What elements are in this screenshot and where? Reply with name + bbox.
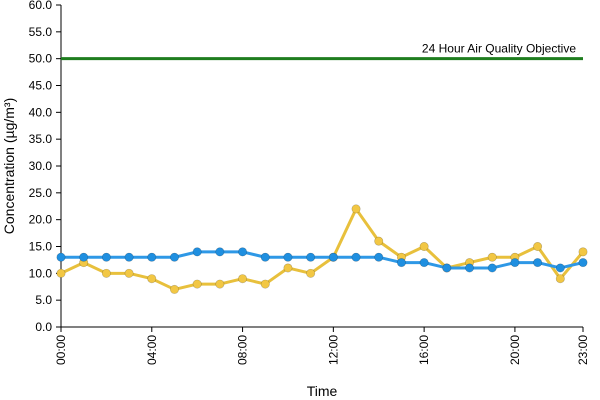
data-point bbox=[578, 247, 588, 257]
y-tick-label: 55.0 bbox=[29, 25, 53, 39]
data-point bbox=[169, 284, 179, 294]
data-point bbox=[374, 252, 384, 262]
data-point bbox=[351, 204, 361, 214]
x-axis-title: Time bbox=[307, 383, 338, 399]
data-point bbox=[56, 268, 66, 278]
data-point bbox=[306, 252, 316, 262]
data-point bbox=[510, 258, 520, 268]
y-tick-label: 40.0 bbox=[29, 105, 53, 119]
data-point bbox=[283, 252, 293, 262]
series-group bbox=[56, 204, 588, 294]
data-point bbox=[260, 279, 270, 289]
data-point bbox=[578, 258, 588, 268]
y-tick-label: 5.0 bbox=[35, 293, 52, 307]
series-line bbox=[60, 207, 585, 291]
data-point bbox=[169, 252, 179, 262]
data-point bbox=[419, 258, 429, 268]
data-point bbox=[306, 268, 316, 278]
x-tick-label: 23:00 bbox=[576, 335, 590, 365]
data-point bbox=[283, 263, 293, 273]
y-tick-label: 60.0 bbox=[29, 0, 53, 12]
data-point bbox=[533, 258, 543, 268]
data-point bbox=[487, 252, 497, 262]
data-point bbox=[101, 268, 111, 278]
y-tick-label: 10.0 bbox=[29, 266, 53, 280]
y-tick-label: 35.0 bbox=[29, 132, 53, 146]
y-tick-label: 25.0 bbox=[29, 186, 53, 200]
data-point bbox=[147, 274, 157, 284]
y-tick-label: 30.0 bbox=[29, 159, 53, 173]
data-point bbox=[238, 274, 248, 284]
x-tick-label: 08:00 bbox=[236, 335, 250, 365]
y-tick-label: 15.0 bbox=[29, 240, 53, 254]
y-tick-label: 20.0 bbox=[29, 213, 53, 227]
y-tick-label: 0.0 bbox=[35, 320, 52, 334]
data-point bbox=[487, 263, 497, 273]
data-point bbox=[260, 252, 270, 262]
data-point bbox=[465, 263, 475, 273]
series-1 bbox=[56, 247, 588, 273]
x-tick-label: 12:00 bbox=[326, 335, 340, 365]
data-point bbox=[124, 252, 134, 262]
data-point bbox=[192, 247, 202, 257]
x-tick-label: 16:00 bbox=[417, 335, 431, 365]
y-tick-label: 50.0 bbox=[29, 52, 53, 66]
data-point bbox=[419, 242, 429, 252]
data-point bbox=[328, 252, 338, 262]
data-point bbox=[124, 268, 134, 278]
data-point bbox=[442, 263, 452, 273]
data-point bbox=[79, 252, 89, 262]
data-point bbox=[533, 242, 543, 252]
reference-line-group: 24 Hour Air Quality Objective bbox=[61, 42, 583, 61]
data-point bbox=[192, 279, 202, 289]
data-point bbox=[351, 252, 361, 262]
data-point bbox=[215, 279, 225, 289]
data-point bbox=[374, 236, 384, 246]
data-point bbox=[56, 252, 66, 262]
data-point bbox=[238, 247, 248, 257]
data-point bbox=[555, 263, 565, 273]
y-axis-title: Concentration (µg/m³) bbox=[1, 98, 17, 234]
data-point bbox=[396, 258, 406, 268]
y-axis: 0.0 5.0 10.0 15.0 20.0 25.0 30.0 35.0 40.0 45.0 50… bbox=[29, 0, 62, 334]
data-point bbox=[555, 274, 565, 284]
x-tick-label: 00:00 bbox=[54, 335, 68, 365]
x-tick-label: 20:00 bbox=[508, 335, 522, 365]
reference-line-label: 24 Hour Air Quality Objective bbox=[422, 42, 576, 56]
series-0 bbox=[56, 204, 588, 294]
data-point bbox=[147, 252, 157, 262]
y-tick-label: 45.0 bbox=[29, 79, 53, 93]
data-point bbox=[215, 247, 225, 257]
data-point bbox=[101, 252, 111, 262]
x-axis: 00:00 04:00 08:00 12:00 16:00 20:00 23:00 bbox=[54, 326, 590, 365]
x-tick-label: 04:00 bbox=[145, 335, 159, 365]
